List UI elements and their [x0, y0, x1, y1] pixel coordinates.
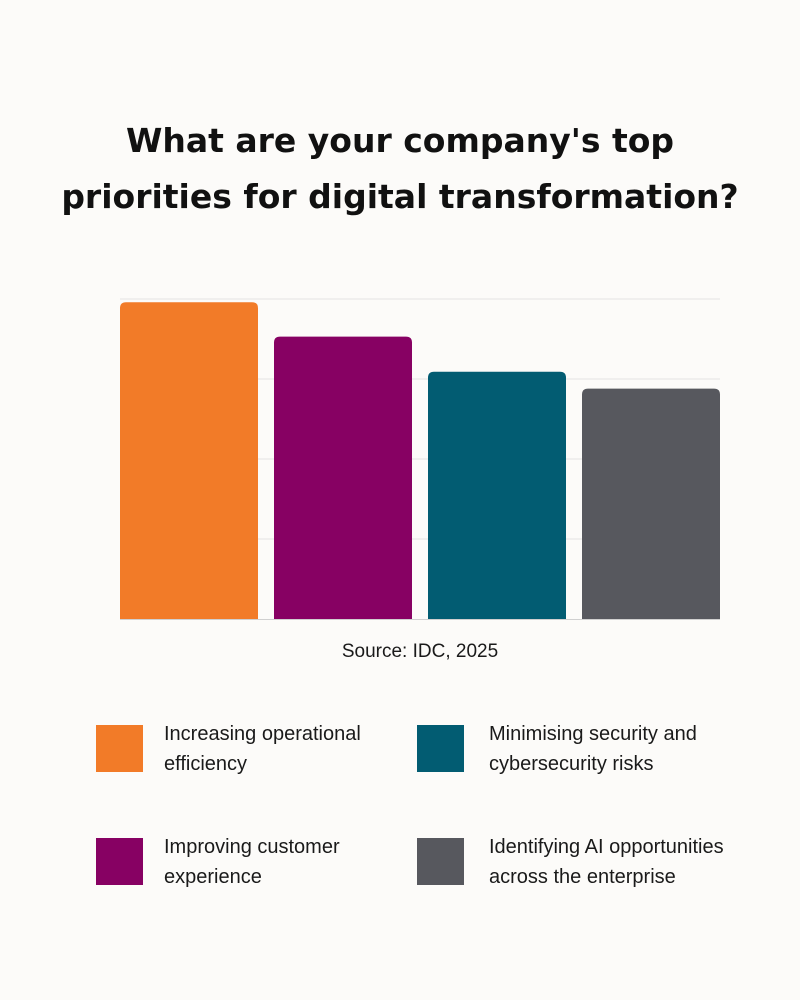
legend-swatch-customer-experience: [96, 838, 143, 885]
bar-security-risks: [428, 371, 566, 619]
chart-title-line-2: priorities for digital transformation?: [61, 177, 739, 216]
legend-label-security-risks: Minimising security and cybersecurity ri…: [489, 723, 697, 775]
legend-swatch-ai-opportunities: [417, 838, 464, 885]
source-note: Source: IDC, 2025: [341, 641, 499, 662]
bar-customer-experience: [274, 336, 412, 619]
legend-label-customer-experience: Improving customer experience: [164, 836, 340, 888]
legend-item-operational-efficiency: Increasing operational efficiency: [96, 723, 424, 779]
bar-operational-efficiency: [120, 302, 258, 619]
legend-label-ai-opportunities: Identifying AI opportunities across the …: [489, 836, 724, 888]
legend-label-operational-efficiency: Increasing operational efficiency: [164, 723, 361, 775]
chart-title: What are your company's top priorities f…: [0, 113, 800, 225]
legend-swatch-operational-efficiency: [96, 725, 143, 772]
legend-item-customer-experience: Improving customer experience: [96, 836, 424, 892]
legend-item-ai-opportunities: Identifying AI opportunities across the …: [417, 836, 749, 892]
legend-item-security-risks: Minimising security and cybersecurity ri…: [417, 723, 749, 779]
chart-title-line-1: What are your company's top: [125, 121, 675, 160]
legend-swatch-security-risks: [417, 725, 464, 772]
bar-ai-opportunities: [582, 388, 720, 619]
